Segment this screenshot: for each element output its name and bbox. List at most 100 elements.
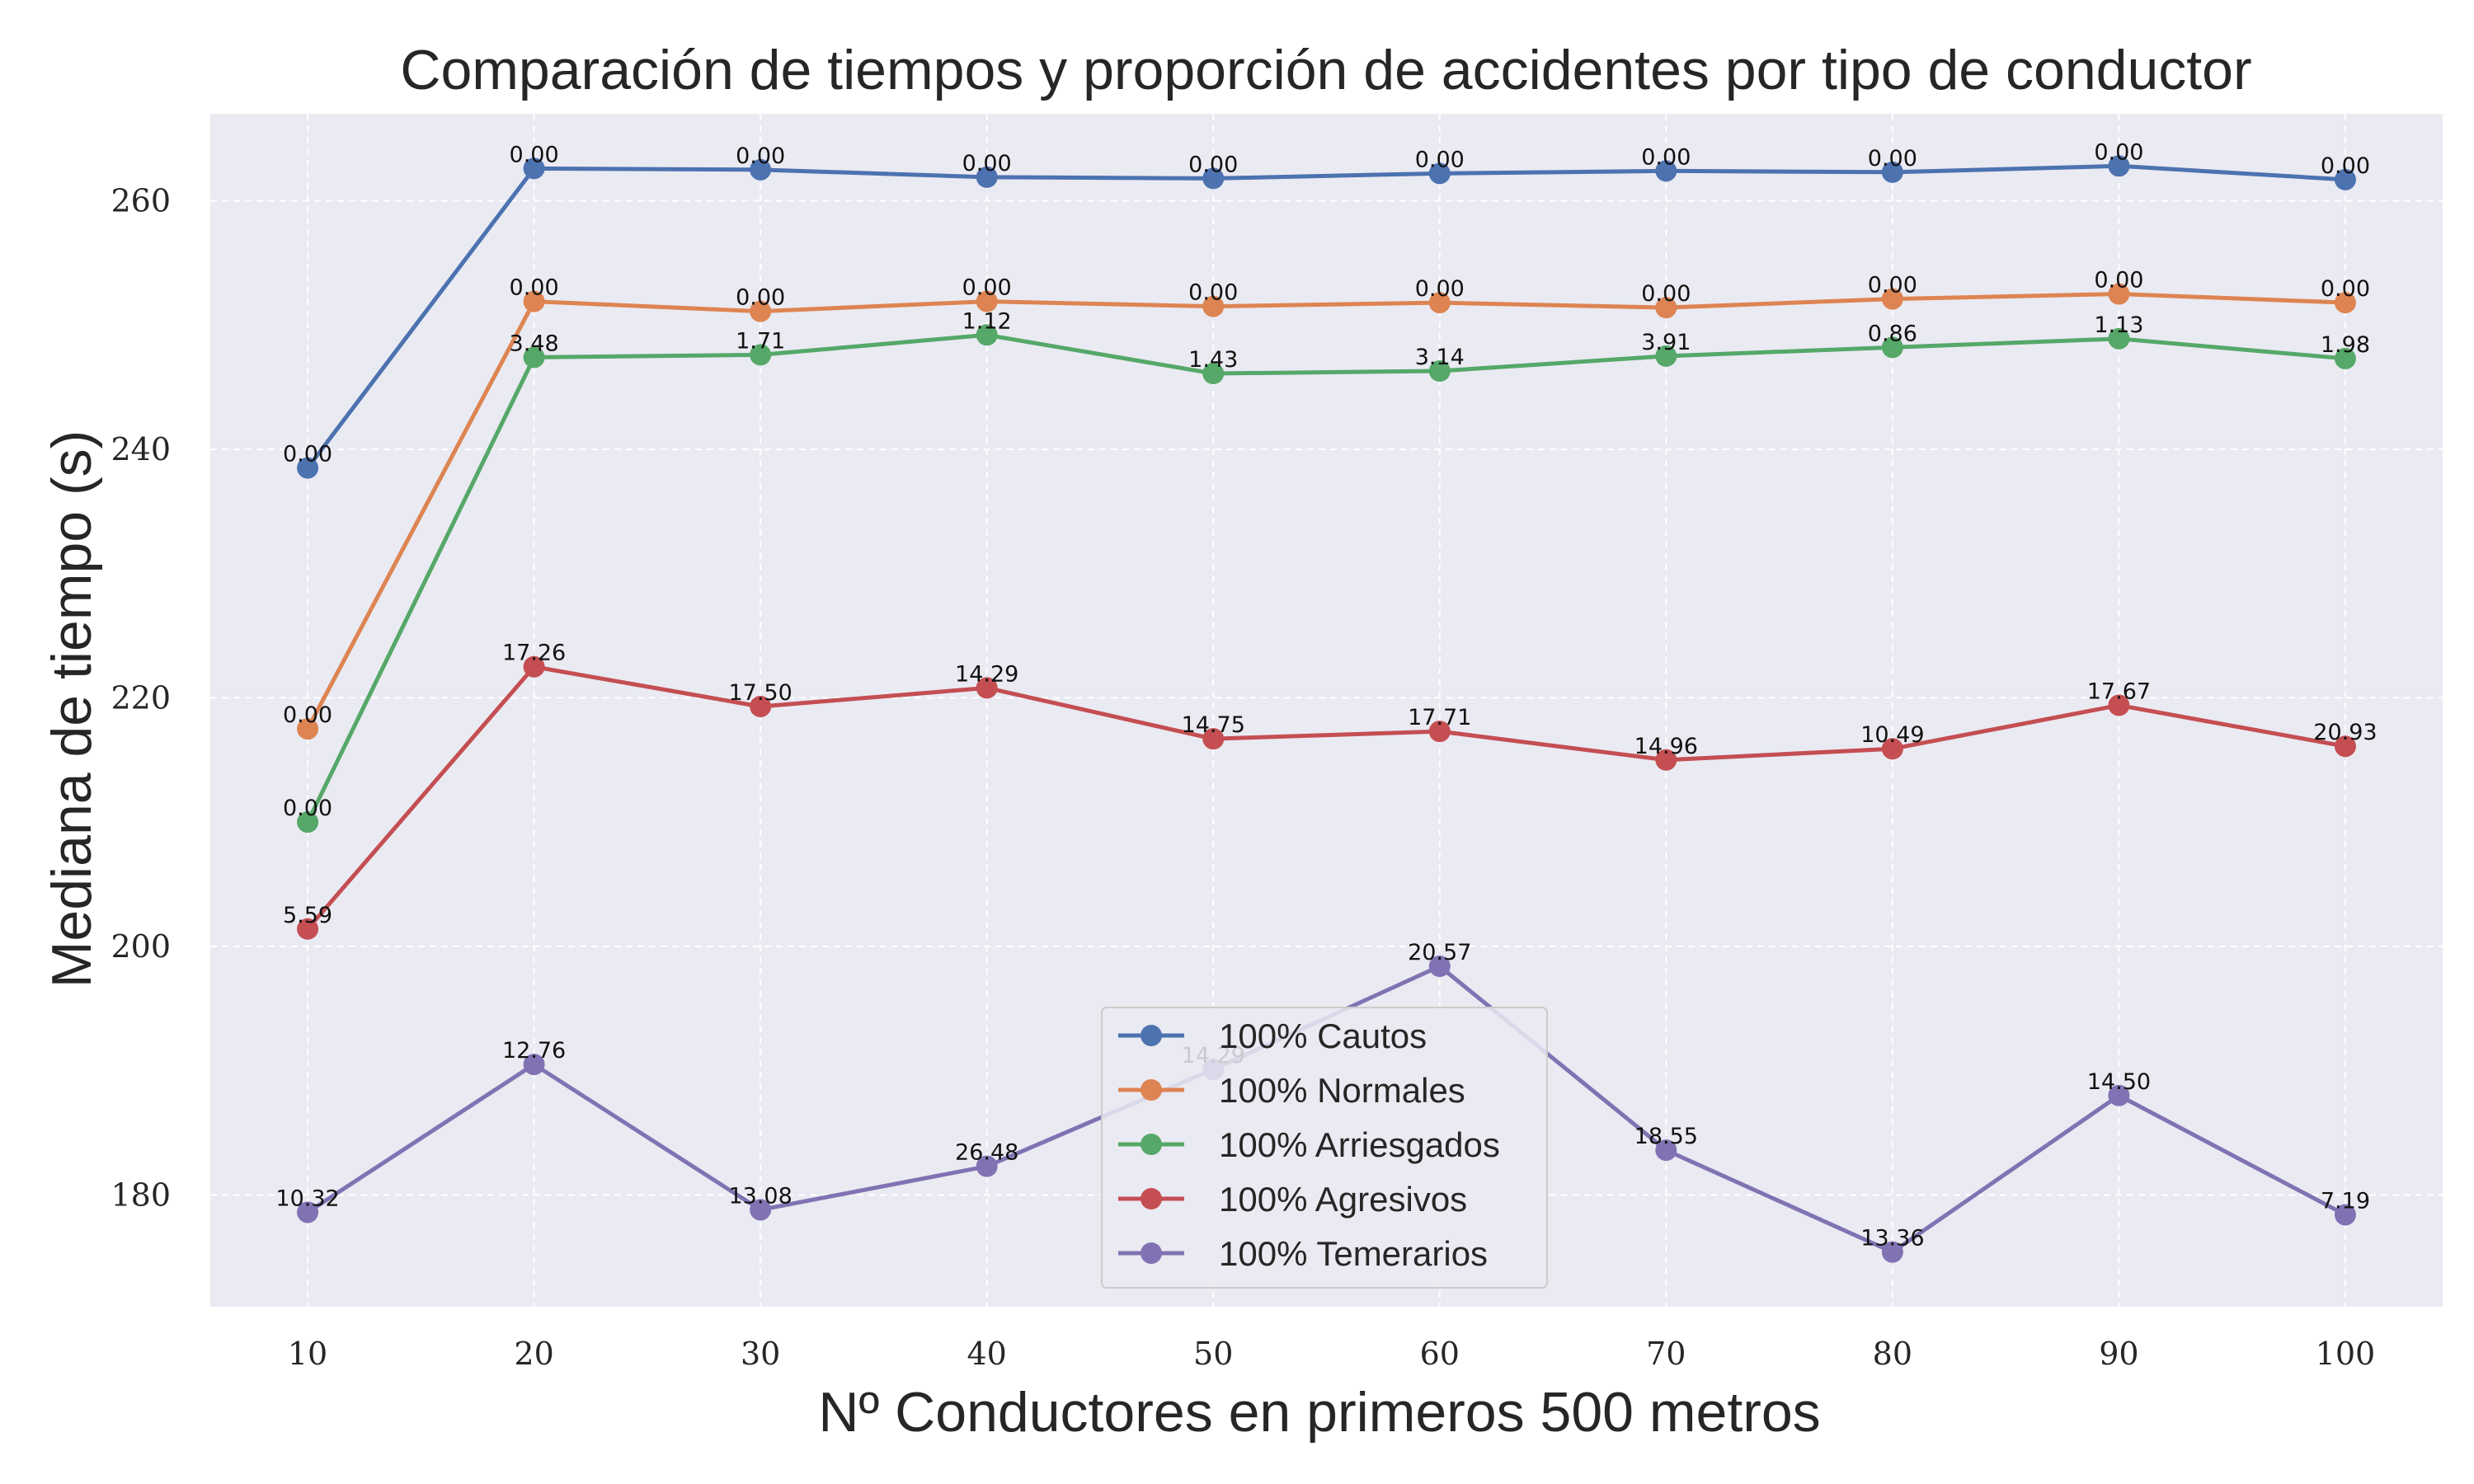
data-label: 20.93 bbox=[2313, 720, 2377, 745]
legend-marker bbox=[1141, 1242, 1162, 1264]
data-label: 1.98 bbox=[2321, 332, 2370, 358]
legend-item: 100% Normales bbox=[1118, 1071, 1465, 1110]
data-label: 0.00 bbox=[2321, 276, 2370, 302]
legend-label: 100% Agresivos bbox=[1219, 1180, 1467, 1219]
data-point bbox=[2108, 155, 2130, 177]
y-tick-label: 200 bbox=[111, 928, 171, 965]
series-group bbox=[297, 155, 2356, 1263]
data-label: 0.00 bbox=[2094, 139, 2143, 165]
data-label: 1.12 bbox=[962, 308, 1012, 334]
data-label: 3.14 bbox=[1415, 345, 1465, 370]
data-label: 14.96 bbox=[1634, 734, 1698, 759]
data-label: 0.00 bbox=[283, 702, 332, 728]
data-label: 14.29 bbox=[955, 661, 1018, 687]
chart-title: Comparación de tiempos y proporción de a… bbox=[400, 39, 2251, 101]
data-point bbox=[1428, 721, 1451, 743]
data-label: 0.00 bbox=[1641, 281, 1691, 307]
legend-label: 100% Cautos bbox=[1219, 1017, 1427, 1055]
data-label: 5.59 bbox=[283, 903, 332, 928]
data-point bbox=[297, 811, 319, 834]
data-point bbox=[523, 346, 545, 369]
data-label: 26.48 bbox=[955, 1140, 1018, 1166]
data-label: 17.67 bbox=[2087, 679, 2151, 704]
legend-marker bbox=[1141, 1188, 1162, 1209]
data-label: 0.00 bbox=[1868, 146, 1917, 171]
x-tick-label: 40 bbox=[967, 1336, 1007, 1372]
series-1 bbox=[297, 155, 2356, 479]
legend-item: 100% Arriesgados bbox=[1118, 1125, 1500, 1164]
data-label: 0.00 bbox=[283, 796, 332, 821]
data-point bbox=[297, 918, 319, 940]
data-label: 13.08 bbox=[728, 1183, 792, 1209]
legend-marker bbox=[1141, 1134, 1162, 1155]
data-point bbox=[1202, 167, 1225, 190]
data-label: 20.57 bbox=[1408, 940, 1471, 965]
data-label: 0.00 bbox=[1188, 152, 1238, 177]
data-point bbox=[976, 1155, 998, 1177]
x-tick-label: 70 bbox=[1646, 1336, 1686, 1372]
data-label: 14.50 bbox=[2087, 1069, 2151, 1095]
legend-marker bbox=[1141, 1025, 1162, 1046]
legend-label: 100% Normales bbox=[1219, 1071, 1465, 1110]
series-line bbox=[306, 665, 2346, 931]
series-4 bbox=[297, 655, 2356, 940]
data-label: 0.00 bbox=[2094, 268, 2143, 294]
data-label: 14.75 bbox=[1182, 712, 1245, 738]
legend-box bbox=[1101, 1007, 1548, 1289]
data-point bbox=[1655, 160, 1677, 182]
data-point bbox=[1881, 161, 1903, 183]
data-label: 0.00 bbox=[736, 285, 785, 311]
data-label: 0.00 bbox=[2321, 153, 2370, 179]
data-label: 1.13 bbox=[2094, 312, 2143, 338]
data-point bbox=[1881, 288, 1903, 310]
x-tick-label: 90 bbox=[2099, 1336, 2138, 1372]
data-point bbox=[1202, 363, 1225, 385]
data-point bbox=[2108, 327, 2130, 350]
x-tick-label: 100 bbox=[2316, 1336, 2376, 1372]
data-point bbox=[976, 290, 998, 312]
data-label: 1.71 bbox=[736, 328, 785, 354]
x-tick-label: 10 bbox=[288, 1336, 327, 1372]
axis-ticks: 10 20 30 40 50 60 70 80 90 100 180 200 220 240 260 bbox=[111, 183, 2375, 1372]
data-label: 0.86 bbox=[1868, 321, 1917, 346]
data-label: 0.00 bbox=[1868, 273, 1917, 298]
data-point bbox=[1428, 360, 1451, 383]
data-label: 7.19 bbox=[2321, 1188, 2370, 1214]
data-label: 0.00 bbox=[962, 151, 1012, 176]
y-tick-label: 260 bbox=[111, 183, 171, 219]
data-point bbox=[1428, 292, 1451, 314]
data-label: 3.48 bbox=[510, 331, 559, 356]
data-point bbox=[297, 457, 319, 479]
data-point bbox=[1202, 728, 1225, 750]
x-tick-label: 50 bbox=[1193, 1336, 1233, 1372]
data-label: 10.49 bbox=[1860, 722, 1924, 748]
data-point bbox=[976, 677, 998, 699]
data-label: 17.50 bbox=[728, 680, 792, 706]
data-point bbox=[1881, 1241, 1903, 1263]
x-tick-label: 60 bbox=[1420, 1336, 1460, 1372]
data-label: 0.00 bbox=[283, 442, 332, 467]
data-label: 12.76 bbox=[502, 1038, 566, 1064]
y-tick-label: 220 bbox=[111, 679, 171, 716]
data-point bbox=[1881, 738, 1903, 760]
legend-label: 100% Arriesgados bbox=[1219, 1125, 1500, 1164]
data-label: 0.00 bbox=[1188, 280, 1238, 306]
data-point bbox=[1655, 749, 1677, 771]
data-point bbox=[523, 157, 545, 180]
series-3 bbox=[297, 324, 2356, 834]
data-label: 0.00 bbox=[736, 143, 785, 169]
legend-marker bbox=[1141, 1079, 1162, 1101]
data-point bbox=[523, 290, 545, 312]
data-label: 0.00 bbox=[1415, 147, 1465, 172]
data-point bbox=[523, 1054, 545, 1076]
data-point bbox=[976, 324, 998, 346]
data-label: 0.00 bbox=[510, 142, 559, 167]
data-point bbox=[1655, 297, 1677, 319]
data-point bbox=[1202, 295, 1225, 317]
data-point bbox=[2334, 347, 2356, 369]
data-point bbox=[750, 695, 772, 717]
y-axis-label: Mediana de tiempo (s) bbox=[40, 430, 103, 989]
data-point bbox=[1655, 1139, 1677, 1162]
